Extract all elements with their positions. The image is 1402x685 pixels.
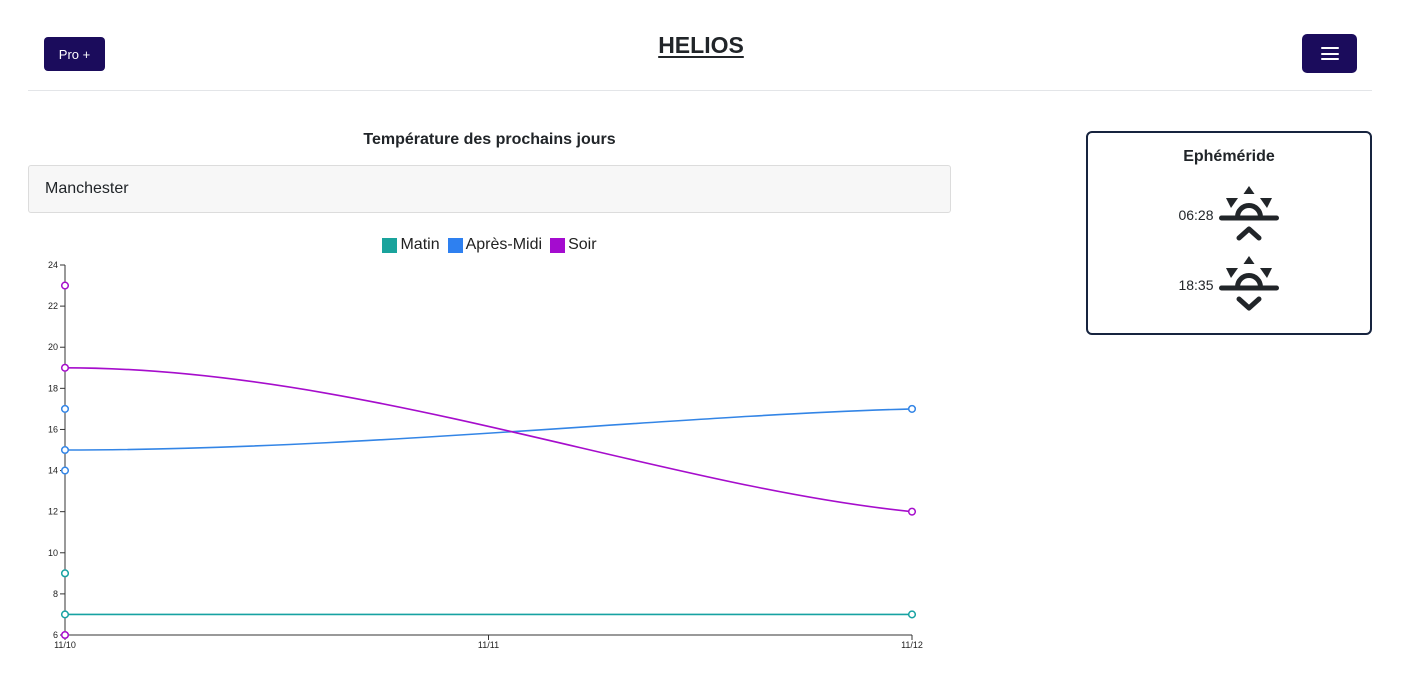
legend-swatch-apres-midi bbox=[447, 237, 463, 253]
series-point-2 bbox=[60, 630, 70, 640]
series-point-1 bbox=[907, 404, 917, 413]
legend-swatch-matin bbox=[382, 237, 398, 253]
forecast-title: Température des prochains jours bbox=[363, 131, 616, 148]
legend-item-soir[interactable]: Soir bbox=[550, 236, 597, 254]
series-line-1 bbox=[64, 408, 913, 451]
menu-toggle-button[interactable] bbox=[1302, 34, 1357, 73]
series-point-2 bbox=[60, 363, 70, 372]
series-point-2 bbox=[60, 281, 70, 290]
series-point-1 bbox=[60, 466, 70, 475]
legend-swatch-soir bbox=[550, 237, 566, 253]
y-tick-label: 20 bbox=[48, 342, 58, 352]
sunrise-time: 06:28 bbox=[1178, 207, 1214, 223]
x-tick-label: 11/12 bbox=[901, 640, 923, 650]
x-tick-label: 11/11 bbox=[478, 640, 499, 650]
ephemeride-card: Ephéméride 06:28 18:35 bbox=[1086, 131, 1372, 335]
y-tick-label: 8 bbox=[53, 589, 58, 599]
y-tick-label: 16 bbox=[48, 424, 58, 434]
y-tick-label: 6 bbox=[53, 630, 58, 640]
pro-plus-button[interactable]: Pro + bbox=[44, 37, 105, 71]
brand-title[interactable]: HELIOS bbox=[658, 32, 744, 58]
series-point-1 bbox=[60, 404, 70, 413]
y-tick-label: 18 bbox=[48, 383, 58, 393]
x-tick-label: 11/10 bbox=[54, 640, 76, 650]
series-line-2 bbox=[64, 366, 913, 513]
sunset-time: 18:35 bbox=[1178, 277, 1214, 293]
header-divider bbox=[28, 90, 1372, 91]
series-point-2 bbox=[907, 507, 917, 516]
series-point-1 bbox=[60, 445, 70, 455]
sunset-icon bbox=[1218, 256, 1279, 311]
legend-item-matin[interactable]: Matin bbox=[382, 236, 440, 254]
hamburger-icon bbox=[1320, 47, 1339, 60]
y-tick-label: 10 bbox=[48, 548, 58, 558]
legend-label-matin: Matin bbox=[400, 236, 440, 253]
y-tick-label: 24 bbox=[48, 260, 58, 270]
series-point-0 bbox=[60, 569, 70, 578]
y-tick-label: 22 bbox=[48, 301, 58, 311]
legend-item-apres-midi[interactable]: Après-Midi bbox=[447, 236, 543, 254]
chart-legend: Matin Après-Midi Soir bbox=[28, 236, 951, 254]
series-point-0 bbox=[907, 610, 917, 619]
legend-label-soir: Soir bbox=[568, 236, 597, 253]
temperature-chart: 6 8 10 12 14 16 18 20 22 24 11/10 11/11 11/12 bbox=[48, 260, 923, 650]
y-tick-label: 12 bbox=[48, 507, 58, 517]
legend-label-apres-midi: Après-Midi bbox=[465, 236, 543, 253]
y-tick-label: 14 bbox=[48, 466, 58, 476]
sunrise-row: 06:28 bbox=[1088, 186, 1370, 244]
city-input[interactable] bbox=[28, 165, 951, 213]
series-point-0 bbox=[60, 610, 70, 619]
ephemeride-title: Ephéméride bbox=[1183, 148, 1275, 165]
sunset-row: 18:35 bbox=[1088, 256, 1370, 314]
sunrise-icon bbox=[1218, 186, 1279, 241]
